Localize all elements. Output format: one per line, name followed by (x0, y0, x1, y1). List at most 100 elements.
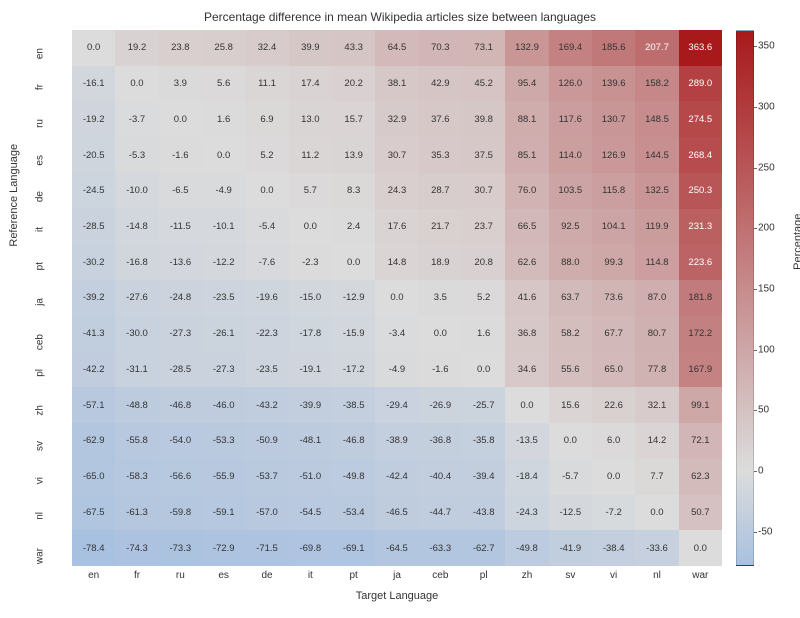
heatmap-cell: 23.8 (159, 30, 202, 66)
heatmap-cell: 0.0 (375, 280, 418, 316)
heatmap-cell: -26.9 (419, 387, 462, 423)
x-tick-label: es (218, 570, 229, 581)
heatmap-cell: 223.6 (679, 244, 722, 280)
x-tick-label: en (88, 570, 99, 581)
heatmap-cell: 0.0 (462, 352, 505, 388)
heatmap-cell: -18.4 (505, 459, 548, 495)
heatmap-cell: 3.9 (159, 66, 202, 102)
heatmap-cell: 58.2 (549, 316, 592, 352)
heatmap-cell: -46.5 (375, 495, 418, 531)
chart-root: { "chart": { "type": "heatmap", "title":… (0, 0, 800, 618)
heatmap-cell: 7.7 (635, 459, 678, 495)
heatmap-cell: -46.0 (202, 387, 245, 423)
heatmap-cell: 11.1 (245, 66, 288, 102)
heatmap-cell: -35.8 (462, 423, 505, 459)
heatmap-cell: -41.3 (72, 316, 115, 352)
heatmap-cell: -15.9 (332, 316, 375, 352)
heatmap-cell: -69.8 (289, 530, 332, 566)
heatmap-cell: -31.1 (115, 352, 158, 388)
heatmap-cell: -56.6 (159, 459, 202, 495)
heatmap-cell: 11.2 (289, 137, 332, 173)
heatmap-cell: -17.8 (289, 316, 332, 352)
x-tick-label: pt (349, 570, 357, 581)
x-tick-labels: enfrruesdeitptjacebplzhsvvinlwar (72, 570, 722, 584)
heatmap-cell: -67.5 (72, 495, 115, 531)
colorbar-tick: 150 (758, 284, 775, 295)
heatmap-cell: 104.1 (592, 209, 635, 245)
heatmap-cell: -16.1 (72, 66, 115, 102)
colorbar-tick: 300 (758, 102, 775, 113)
heatmap-cell: -24.5 (72, 173, 115, 209)
colorbar-title: Percentage Difference (%) (788, 214, 800, 270)
heatmap-cell: 32.9 (375, 101, 418, 137)
heatmap-cell: 132.5 (635, 173, 678, 209)
heatmap-cell: -6.5 (159, 173, 202, 209)
heatmap-cell: -73.3 (159, 530, 202, 566)
heatmap-cell: -14.8 (115, 209, 158, 245)
heatmap-cell: -4.9 (375, 352, 418, 388)
heatmap-cell: 130.7 (592, 101, 635, 137)
heatmap-cell: 32.4 (245, 30, 288, 66)
heatmap-cell: 172.2 (679, 316, 722, 352)
heatmap-cell: 0.0 (635, 495, 678, 531)
heatmap-cell: 1.6 (462, 316, 505, 352)
heatmap-cell: -65.0 (72, 459, 115, 495)
colorbar-tick: -50 (758, 526, 772, 537)
heatmap-cell: -27.6 (115, 280, 158, 316)
heatmap-cell: 126.0 (549, 66, 592, 102)
heatmap-grid: 0.019.223.825.832.439.943.364.570.373.11… (72, 30, 722, 566)
colorbar-tick-mark (754, 471, 757, 472)
heatmap-cell: -26.1 (202, 316, 245, 352)
heatmap-cell: 148.5 (635, 101, 678, 137)
heatmap-cell: 67.7 (592, 316, 635, 352)
heatmap-cell: -42.4 (375, 459, 418, 495)
colorbar-tick: 50 (758, 405, 769, 416)
heatmap-cell: 15.6 (549, 387, 592, 423)
heatmap-cell: 289.0 (679, 66, 722, 102)
heatmap-cell: 207.7 (635, 30, 678, 66)
colorbar-tick: 100 (758, 344, 775, 355)
heatmap-cell: -28.5 (159, 352, 202, 388)
heatmap-cell: -27.3 (202, 352, 245, 388)
y-tick-label: de (35, 191, 46, 231)
heatmap-cell: -48.8 (115, 387, 158, 423)
heatmap-cell: -29.4 (375, 387, 418, 423)
heatmap-cell: 5.2 (245, 137, 288, 173)
heatmap-cell: 144.5 (635, 137, 678, 173)
heatmap-cell: -1.6 (419, 352, 462, 388)
heatmap-cell: 117.6 (549, 101, 592, 137)
heatmap-cell: 0.0 (549, 423, 592, 459)
heatmap-cell: -59.8 (159, 495, 202, 531)
heatmap-cell: 6.0 (592, 423, 635, 459)
heatmap-cell: -54.0 (159, 423, 202, 459)
heatmap-cell: -46.8 (332, 423, 375, 459)
colorbar-area: -50050100150200250300350 Percentage Diff… (736, 30, 792, 566)
heatmap-cell: 39.8 (462, 101, 505, 137)
heatmap-cell: -30.0 (115, 316, 158, 352)
heatmap-cell: -64.5 (375, 530, 418, 566)
heatmap-cell: 14.2 (635, 423, 678, 459)
heatmap-cell: 20.2 (332, 66, 375, 102)
heatmap-cell: 85.1 (505, 137, 548, 173)
x-tick-label: ja (393, 570, 401, 581)
heatmap-cell: 0.0 (332, 244, 375, 280)
heatmap-cell: -38.4 (592, 530, 635, 566)
heatmap-cell: 5.2 (462, 280, 505, 316)
heatmap-cell: 0.0 (505, 387, 548, 423)
heatmap-cell: 8.3 (332, 173, 375, 209)
heatmap-cell: -57.0 (245, 495, 288, 531)
heatmap-cell: -78.4 (72, 530, 115, 566)
heatmap-cell: 37.5 (462, 137, 505, 173)
heatmap-cell: 274.5 (679, 101, 722, 137)
heatmap-cell: -46.8 (159, 387, 202, 423)
heatmap-cell: -74.3 (115, 530, 158, 566)
y-tick-label: es (35, 155, 46, 195)
heatmap-cell: 21.7 (419, 209, 462, 245)
heatmap-cell: -58.3 (115, 459, 158, 495)
heatmap-cell: -23.5 (202, 280, 245, 316)
x-tick-label: pl (480, 570, 488, 581)
y-tick-label: ceb (35, 334, 46, 374)
y-tick-label: zh (35, 405, 46, 445)
heatmap-cell: 114.0 (549, 137, 592, 173)
colorbar-tick-mark (754, 410, 757, 411)
